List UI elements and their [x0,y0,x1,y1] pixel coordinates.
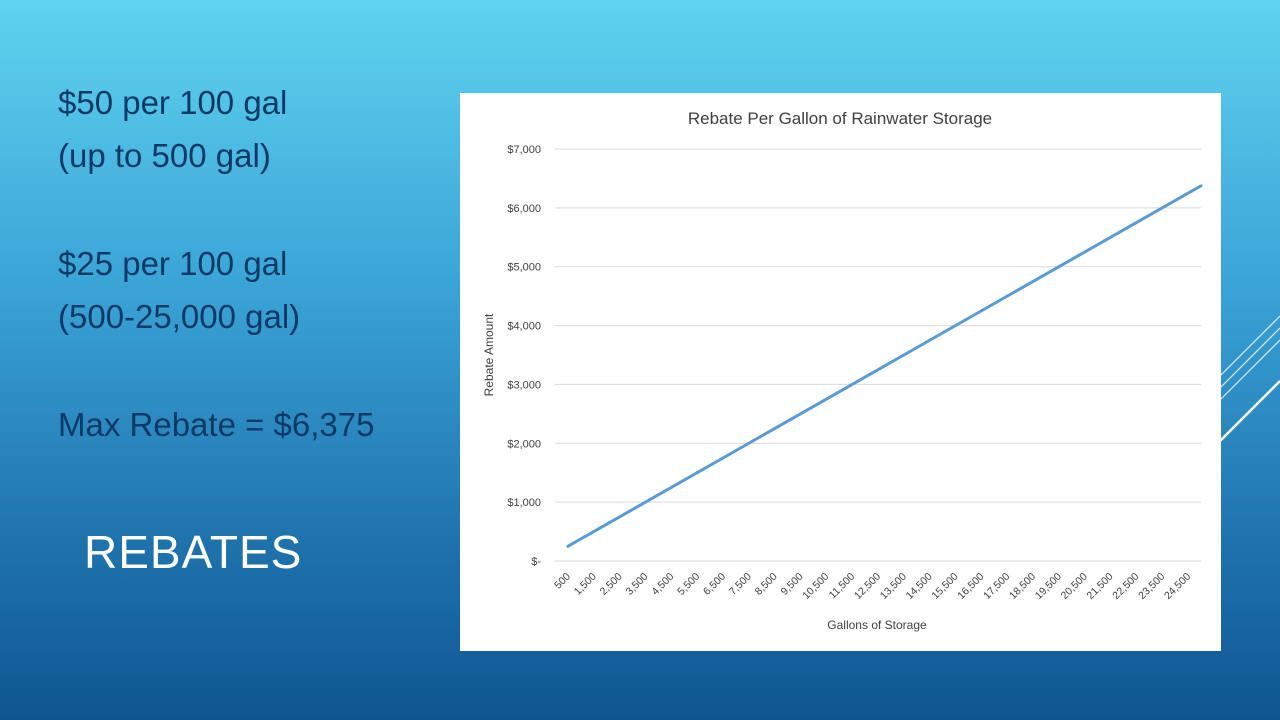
rate-range-2: (500-25,000 gal) [58,298,301,335]
y-tick-label: $1,000 [507,497,541,509]
x-tick-label: 8,500 [753,571,780,598]
rebate-details: $50 per 100 gal (up to 500 gal) $25 per … [58,76,374,451]
x-tick-label: 5,500 [675,571,702,598]
rate-line-2: $25 per 100 gal [58,245,288,282]
chart-panel: Rebate Per Gallon of Rainwater Storage $… [460,93,1221,651]
x-tick-label: 23,500 [1136,571,1167,602]
chart-title: Rebate Per Gallon of Rainwater Storage [688,109,992,128]
x-tick-label: 17,500 [981,571,1012,602]
max-rebate-line: Max Rebate = $6,375 [58,406,375,443]
rate-line-1: $50 per 100 gal [58,84,288,121]
x-axis-label: Gallons of Storage [827,618,927,632]
x-tick-label: 4,500 [649,571,676,598]
x-tick-label: 16,500 [955,571,986,602]
x-tick-label: 10,500 [800,571,831,602]
rebate-line-chart: Rebate Per Gallon of Rainwater Storage $… [482,109,1203,632]
x-tick-label: 20,500 [1059,571,1090,602]
y-tick-label: $5,000 [507,262,541,274]
x-tick-label: 24,500 [1162,571,1193,602]
x-tick-label: 13,500 [878,571,909,602]
y-axis-label: Rebate Amount [482,313,496,396]
rate-range-1: (up to 500 gal) [58,137,271,174]
x-tick-label: 1,500 [572,571,599,598]
y-tick-label: $2,000 [507,438,541,450]
x-tick-label: 18,500 [1007,571,1038,602]
x-tick-label: 11,500 [827,571,858,602]
x-tick-label: 19,500 [1033,571,1064,602]
x-tick-label: 15,500 [929,571,960,602]
x-tick-label: 3,500 [623,571,650,598]
decorative-lines [1216,315,1280,446]
x-tick-label: 7,500 [727,571,754,598]
y-tick-label: $4,000 [507,321,541,333]
series-line-rebate [566,184,1203,548]
y-tick-label: $6,000 [507,203,541,215]
x-tick-label: 21,500 [1084,571,1115,602]
y-tick-label: $3,000 [507,379,541,391]
x-tick-label: 2,500 [598,571,625,598]
y-tick-label: $7,000 [507,144,541,156]
x-tick-label: 14,500 [904,571,935,602]
x-tick-label: 12,500 [852,571,883,602]
slide-title: REBATES [84,526,303,578]
x-tick-label: 6,500 [701,571,728,598]
x-tick-label: 500 [552,571,573,592]
x-tick-label: 22,500 [1110,571,1141,602]
y-tick-label: $- [531,556,541,568]
